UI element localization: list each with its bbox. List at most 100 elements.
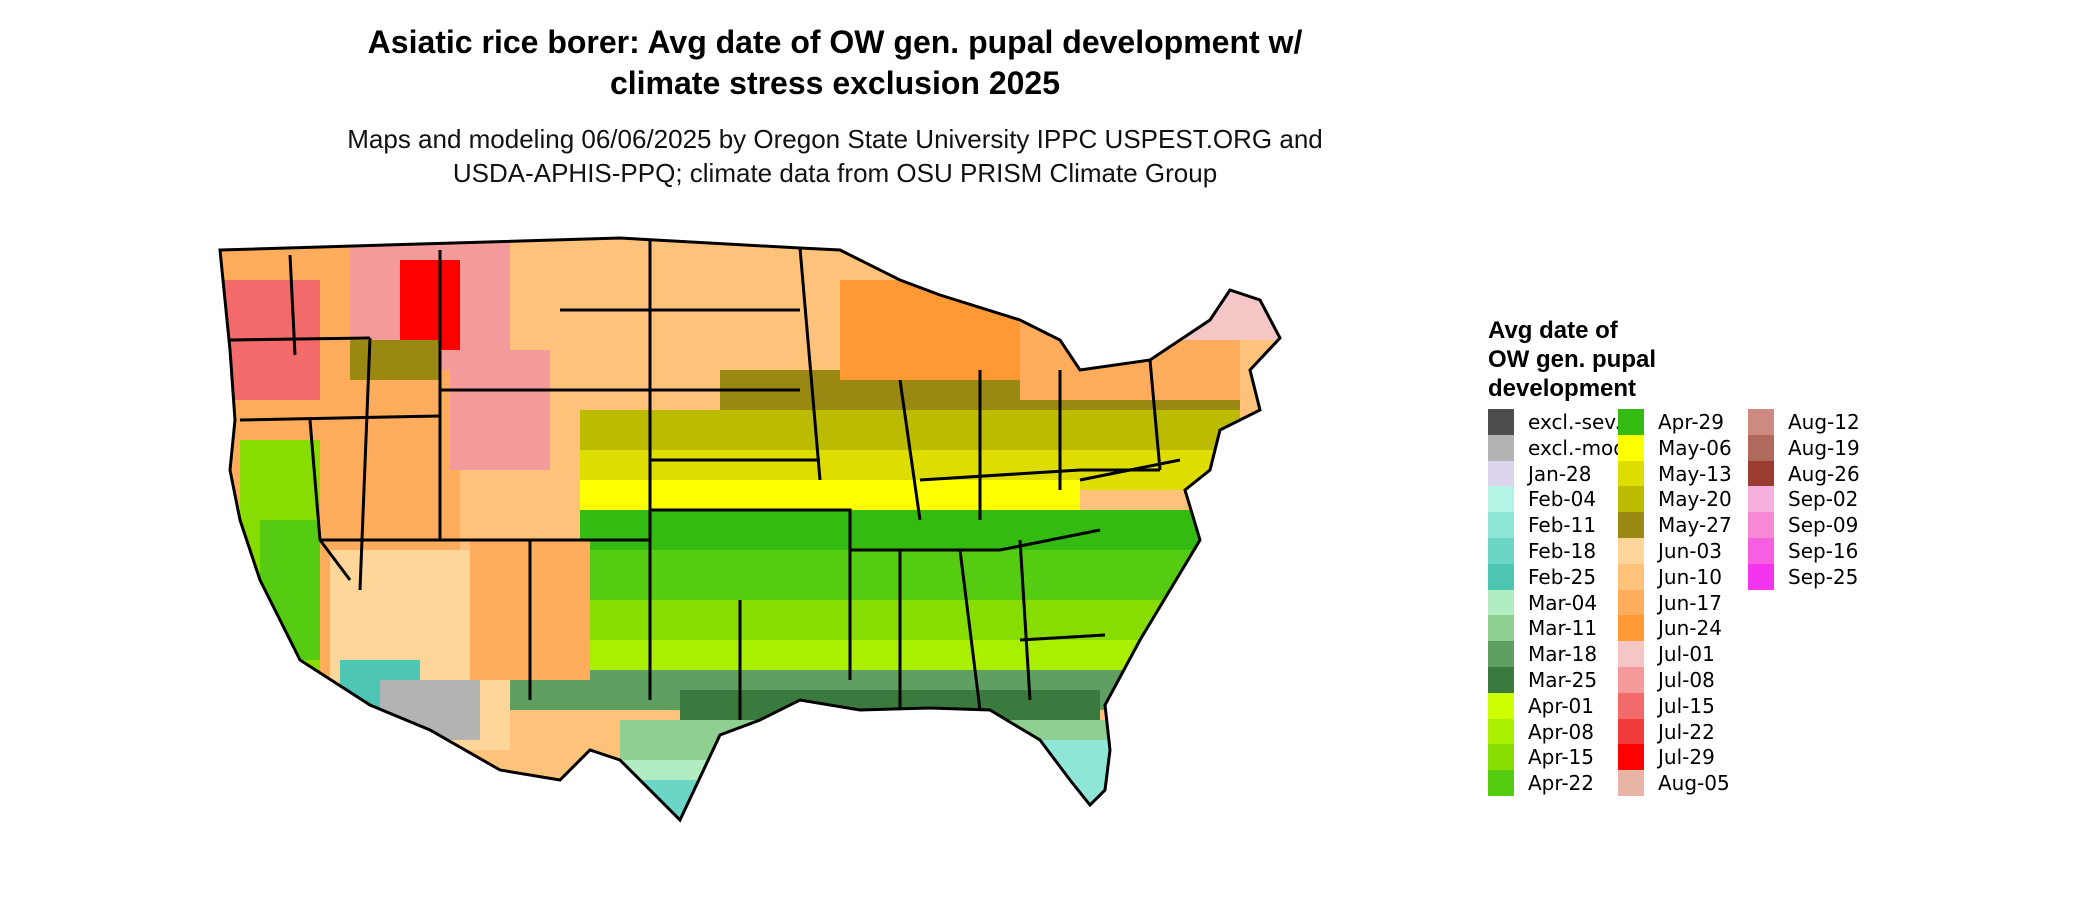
legend-label: May-27 bbox=[1658, 513, 1732, 538]
legend-item: Sep-25 bbox=[1748, 563, 1858, 590]
legend-item: Feb-04 bbox=[1488, 486, 1596, 513]
legend-item: Apr-01 bbox=[1488, 692, 1594, 719]
legend-title-line: Avg date of bbox=[1488, 317, 1618, 344]
legend-swatch bbox=[1618, 563, 1644, 590]
legend-item: May-27 bbox=[1618, 512, 1732, 539]
legend-item: Feb-11 bbox=[1488, 512, 1597, 539]
legend-item: Jun-10 bbox=[1618, 563, 1722, 590]
legend-label: excl.-mod. bbox=[1528, 435, 1633, 460]
legend-item: Jun-03 bbox=[1618, 538, 1722, 564]
legend-swatch bbox=[1488, 615, 1514, 642]
legend-label: Mar-04 bbox=[1528, 590, 1598, 615]
map-subtitle-line-2: USDA-APHIS-PPQ; climate data from OSU PR… bbox=[452, 158, 1218, 188]
map-title-line-1: Asiatic rice borer: Avg date of OW gen. … bbox=[367, 24, 1303, 60]
legend-item: Jul-08 bbox=[1618, 667, 1715, 693]
legend-label: Apr-29 bbox=[1658, 410, 1724, 434]
legend-label: May-20 bbox=[1658, 487, 1732, 512]
legend-swatch bbox=[1488, 641, 1514, 668]
legend-item: Feb-25 bbox=[1488, 563, 1597, 590]
legend-label: Jul-08 bbox=[1658, 668, 1715, 692]
legend-item: Aug-19 bbox=[1748, 434, 1860, 461]
legend-label: Jul-15 bbox=[1658, 693, 1715, 718]
legend-item: Mar-18 bbox=[1488, 641, 1598, 668]
legend-label: Feb-25 bbox=[1528, 564, 1597, 589]
legend-label: Sep-09 bbox=[1788, 513, 1859, 538]
legend-swatch bbox=[1488, 434, 1514, 461]
legend-label: Aug-26 bbox=[1788, 461, 1860, 486]
legend-item: Apr-29 bbox=[1618, 409, 1724, 435]
legend-swatch bbox=[1488, 718, 1514, 745]
legend-item: May-20 bbox=[1618, 486, 1732, 513]
map-subtitle: Maps and modeling 06/06/2025 by Oregon S… bbox=[230, 122, 1440, 190]
map-title: Asiatic rice borer: Avg date of OW gen. … bbox=[230, 22, 1440, 104]
legend-item: Sep-16 bbox=[1748, 538, 1858, 564]
legend-swatch bbox=[1488, 538, 1514, 564]
legend-label: Jun-17 bbox=[1658, 590, 1722, 615]
legend-swatch bbox=[1488, 667, 1514, 693]
legend-item: Aug-05 bbox=[1618, 770, 1730, 797]
legend-swatch bbox=[1488, 692, 1514, 719]
legend-label: Apr-01 bbox=[1528, 693, 1594, 718]
legend-item: excl.-sev. bbox=[1488, 409, 1621, 435]
legend-label: Aug-05 bbox=[1658, 771, 1730, 796]
legend-item: Jul-29 bbox=[1618, 744, 1715, 771]
legend-entries: excl.-sev. excl.-mod. Jan-28 Feb-04 Feb-11 Fe… bbox=[1488, 409, 1908, 809]
legend-swatch bbox=[1618, 770, 1644, 797]
legend-swatch bbox=[1748, 409, 1774, 435]
legend-swatch bbox=[1488, 744, 1514, 771]
legend-item: Sep-02 bbox=[1748, 486, 1858, 513]
legend-swatch bbox=[1748, 538, 1774, 564]
legend-item: Aug-12 bbox=[1748, 409, 1860, 435]
legend-swatch bbox=[1488, 409, 1514, 435]
legend-label: Aug-12 bbox=[1788, 410, 1860, 434]
state-boundaries bbox=[218, 236, 1282, 823]
legend-label: Apr-08 bbox=[1528, 719, 1594, 744]
legend-title: Avg date of OW gen. pupal development bbox=[1488, 316, 1656, 403]
legend-swatch bbox=[1618, 667, 1644, 693]
legend-label: Jun-24 bbox=[1658, 616, 1722, 641]
legend-item: May-13 bbox=[1618, 460, 1732, 487]
legend-label: Jul-22 bbox=[1658, 719, 1715, 744]
legend-label: Mar-25 bbox=[1528, 668, 1598, 692]
legend-item: Apr-22 bbox=[1488, 770, 1594, 797]
legend-item: Jul-01 bbox=[1618, 641, 1715, 668]
legend-label: Apr-15 bbox=[1528, 745, 1594, 770]
legend-swatch bbox=[1488, 563, 1514, 590]
us-map-svg bbox=[218, 236, 1282, 823]
legend-label: Jun-10 bbox=[1658, 564, 1722, 589]
legend-swatch bbox=[1618, 486, 1644, 513]
legend-item: Feb-18 bbox=[1488, 538, 1596, 564]
legend-label: Jul-29 bbox=[1658, 745, 1715, 770]
legend-label: Feb-11 bbox=[1528, 513, 1597, 538]
legend-label: Jun-03 bbox=[1658, 539, 1722, 563]
legend-title-line: OW gen. pupal bbox=[1488, 346, 1656, 373]
legend-swatch bbox=[1618, 692, 1644, 719]
legend-label: Aug-19 bbox=[1788, 435, 1860, 460]
map-subtitle-line-1: Maps and modeling 06/06/2025 by Oregon S… bbox=[347, 124, 1323, 154]
legend-swatch bbox=[1748, 486, 1774, 513]
legend-swatch bbox=[1618, 615, 1644, 642]
legend-label: Mar-18 bbox=[1528, 642, 1598, 667]
legend-item: Apr-15 bbox=[1488, 744, 1594, 771]
legend-item: Mar-25 bbox=[1488, 667, 1597, 693]
legend-label: Sep-16 bbox=[1788, 539, 1859, 563]
legend-swatch bbox=[1488, 460, 1514, 487]
legend-item: May-06 bbox=[1618, 434, 1732, 461]
legend-label: Feb-18 bbox=[1528, 539, 1597, 563]
legend-swatch bbox=[1618, 744, 1644, 771]
legend-item: Mar-11 bbox=[1488, 615, 1597, 642]
legend-swatch bbox=[1618, 460, 1644, 487]
map-legend: Avg date of OW gen. pupal development ex… bbox=[1488, 316, 1860, 797]
legend-label: Jul-01 bbox=[1658, 642, 1715, 667]
legend-swatch bbox=[1618, 512, 1644, 539]
legend-swatch bbox=[1748, 563, 1774, 590]
legend-item: Apr-08 bbox=[1488, 718, 1594, 745]
legend-item: Jun-17 bbox=[1618, 589, 1722, 616]
legend-label: excl.-sev. bbox=[1528, 410, 1621, 434]
legend-item: Jul-22 bbox=[1618, 718, 1715, 745]
legend-swatch bbox=[1488, 770, 1514, 797]
legend-swatch bbox=[1488, 512, 1514, 539]
legend-item: Sep-09 bbox=[1748, 512, 1859, 539]
legend-item: Jun-24 bbox=[1618, 615, 1722, 642]
legend-swatch bbox=[1488, 589, 1514, 616]
